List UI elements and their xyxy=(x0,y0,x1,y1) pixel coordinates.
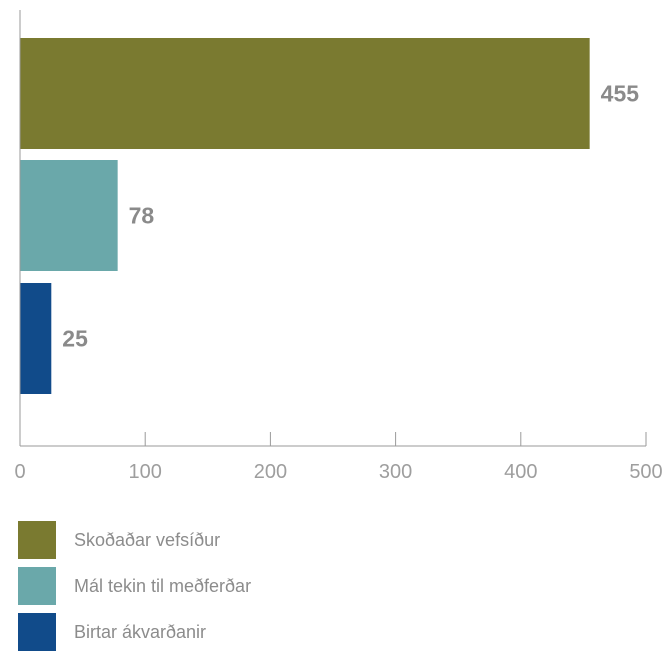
legend-label: Mál tekin til meðferðar xyxy=(74,576,251,597)
legend-label: Skoðaðar vefsíður xyxy=(74,530,220,551)
legend: Skoðaðar vefsíður Mál tekin til meðferða… xyxy=(18,520,251,658)
legend-swatch xyxy=(18,521,56,559)
data-label: 25 xyxy=(62,326,88,352)
bars-group: 455 78 25 xyxy=(20,38,639,394)
data-label: 455 xyxy=(601,81,640,107)
bar xyxy=(20,283,51,394)
data-label: 78 xyxy=(129,203,155,229)
legend-item: Mál tekin til meðferðar xyxy=(18,566,251,606)
x-tick-label: 0 xyxy=(14,461,25,483)
bar xyxy=(20,38,590,149)
legend-item: Birtar ákvarðanir xyxy=(18,612,251,652)
legend-swatch xyxy=(18,613,56,651)
bar-chart: 455 78 25 0 100 200 300 400 500 xyxy=(0,0,662,500)
legend-item: Skoðaðar vefsíður xyxy=(18,520,251,560)
x-tick-label: 300 xyxy=(379,461,412,483)
x-tick-label: 500 xyxy=(629,461,662,483)
x-tick-label: 100 xyxy=(129,461,162,483)
bar xyxy=(20,160,118,271)
legend-swatch xyxy=(18,567,56,605)
legend-label: Birtar ákvarðanir xyxy=(74,622,206,643)
x-tick-label: 400 xyxy=(504,461,537,483)
x-tick-label: 200 xyxy=(254,461,287,483)
